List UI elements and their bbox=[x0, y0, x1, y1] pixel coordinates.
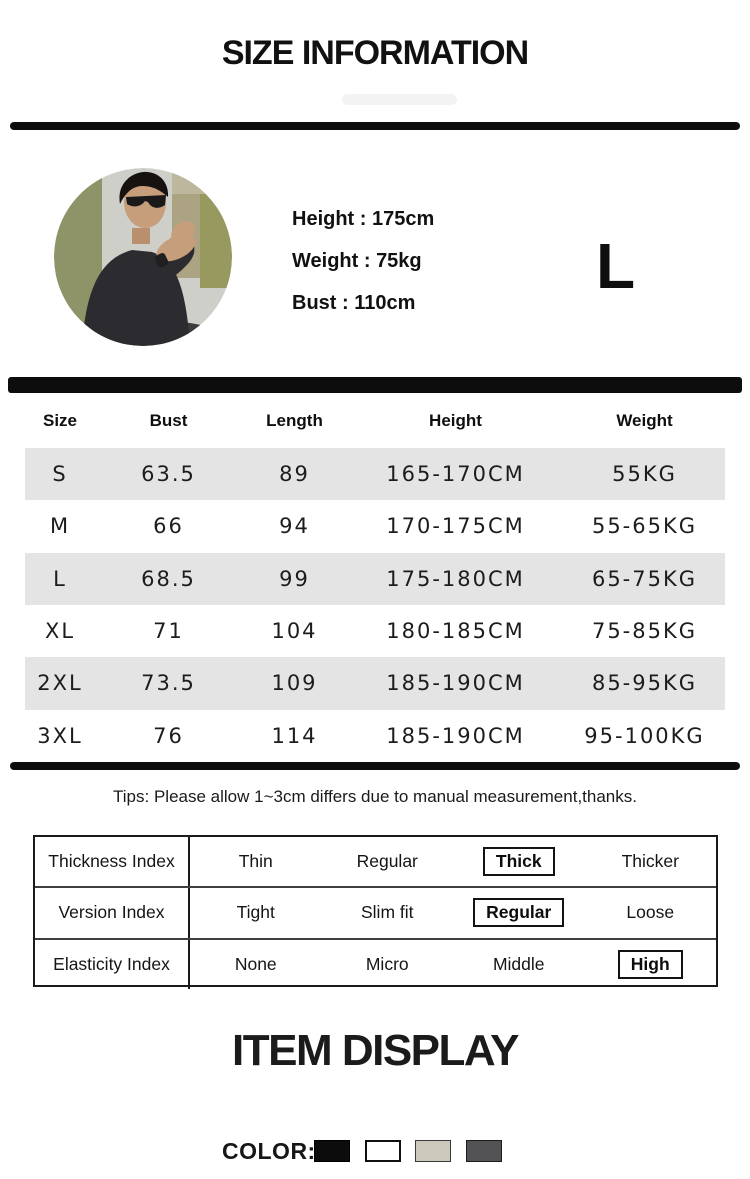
color-swatch-khaki bbox=[415, 1140, 451, 1162]
option-thin: Thin bbox=[238, 851, 273, 872]
cell-weight: 55-65KG bbox=[591, 514, 698, 539]
model-photo bbox=[54, 168, 232, 346]
model-bust: Bust : 110cm bbox=[292, 292, 416, 314]
size-row-l: L 68.5 99 175-180CM 65-75KG bbox=[25, 552, 725, 605]
model-stats: Height : 175cm Weight : 75kg Bust : 110c… bbox=[292, 198, 434, 324]
watermark bbox=[342, 94, 457, 105]
cell-length: 94 bbox=[279, 514, 310, 539]
divider-bar-table-top bbox=[8, 377, 742, 393]
size-row-xl: XL 71 104 180-185CM 75-85KG bbox=[25, 605, 725, 657]
version-index-row: Version Index Tight Slim fit Regular Loo… bbox=[35, 886, 716, 938]
color-swatch-dark-gray bbox=[466, 1140, 502, 1162]
color-label: COLOR: bbox=[222, 1138, 316, 1164]
cell-size: XL bbox=[44, 619, 76, 644]
cell-size: 3XL bbox=[37, 723, 83, 748]
version-index-label: Version Index bbox=[35, 888, 190, 938]
cell-length: 114 bbox=[271, 723, 318, 748]
model-weight: Weight : 75kg bbox=[292, 250, 422, 272]
cell-bust: 68.5 bbox=[141, 566, 196, 591]
cell-size: M bbox=[49, 514, 71, 539]
item-display-title: ITEM DISPLAY bbox=[232, 1026, 519, 1075]
color-swatch-white bbox=[365, 1140, 401, 1162]
option-middle: Middle bbox=[492, 953, 545, 974]
recommended-size: L bbox=[596, 230, 636, 302]
col-header-weight: Weight bbox=[616, 410, 673, 430]
cell-size: L bbox=[53, 566, 67, 591]
size-table: Size Bust Length Height Weight S 63.5 89… bbox=[25, 393, 725, 762]
thickness-index-label: Thickness Index bbox=[35, 837, 190, 887]
cell-weight: 55KG bbox=[612, 462, 677, 487]
index-table: Thickness Index Thin Regular Thick Thick… bbox=[33, 835, 718, 989]
col-header-length: Length bbox=[266, 410, 323, 430]
col-header-size: Size bbox=[42, 410, 78, 430]
cell-height: 175-180CM bbox=[386, 566, 525, 591]
option-micro: Micro bbox=[365, 953, 409, 974]
tips-text: Tips: Please allow 1~3cm differs due to … bbox=[113, 787, 637, 806]
model-photo-image bbox=[54, 168, 232, 346]
cell-height: 180-185CM bbox=[386, 619, 525, 644]
selected-option-box: Regular bbox=[473, 898, 565, 928]
size-row-2xl: 2XL 73.5 109 185-190CM 85-95KG bbox=[25, 657, 725, 710]
color-swatch-black bbox=[314, 1140, 350, 1162]
elasticity-index-row: Elasticity Index None Micro Middle High bbox=[35, 937, 717, 989]
col-header-bust: Bust bbox=[149, 410, 188, 430]
selected-option-box: Thick bbox=[482, 847, 555, 877]
size-row-s: S 63.5 89 165-170CM 55KG bbox=[25, 448, 725, 501]
elasticity-index-label: Elasticity Index bbox=[35, 939, 190, 989]
option-regular-selected: Regular bbox=[453, 888, 585, 937]
cell-height: 170-175CM bbox=[386, 514, 525, 539]
size-row-3xl: 3XL 76 114 185-190CM 95-100KG bbox=[25, 710, 725, 762]
cell-length: 109 bbox=[271, 671, 318, 696]
thickness-index-row: Thickness Index Thin Regular Thick Thick… bbox=[35, 837, 716, 887]
cell-weight: 65-75KG bbox=[591, 566, 698, 591]
cell-length: 104 bbox=[271, 619, 318, 644]
divider-bar-top bbox=[10, 122, 740, 130]
cell-bust: 73.5 bbox=[141, 671, 196, 696]
option-slim-fit: Slim fit bbox=[361, 902, 414, 923]
divider-bar-table-bottom bbox=[10, 762, 740, 770]
cell-bust: 63.5 bbox=[141, 462, 196, 487]
option-none: None bbox=[234, 953, 277, 974]
cell-size: 2XL bbox=[37, 671, 83, 696]
option-regular-thickness: Regular bbox=[356, 851, 418, 872]
option-high-selected: High bbox=[585, 940, 717, 989]
size-row-m: M 66 94 170-175CM 55-65KG bbox=[25, 500, 725, 552]
cell-weight: 85-95KG bbox=[591, 671, 698, 696]
option-tight: Tight bbox=[236, 902, 275, 923]
page-title: SIZE INFORMATION bbox=[221, 34, 529, 72]
cell-weight: 75-85KG bbox=[591, 619, 698, 644]
cell-bust: 71 bbox=[153, 619, 184, 644]
option-thicker: Thicker bbox=[621, 851, 679, 872]
option-loose: Loose bbox=[626, 902, 675, 923]
cell-size: S bbox=[52, 462, 68, 487]
cell-height: 185-190CM bbox=[386, 723, 525, 748]
cell-weight: 95-100KG bbox=[584, 723, 705, 748]
model-height: Height : 175cm bbox=[292, 208, 435, 230]
size-table-header: Size Bust Length Height Weight bbox=[25, 393, 725, 448]
cell-height: 185-190CM bbox=[386, 671, 525, 696]
cell-length: 99 bbox=[279, 566, 310, 591]
cell-length: 89 bbox=[279, 462, 310, 487]
selected-option-box: High bbox=[617, 949, 683, 979]
cell-height: 165-170CM bbox=[386, 462, 525, 487]
cell-bust: 76 bbox=[153, 723, 184, 748]
cell-bust: 66 bbox=[153, 514, 184, 539]
col-header-height: Height bbox=[429, 410, 482, 430]
option-thick-selected: Thick bbox=[453, 837, 585, 886]
